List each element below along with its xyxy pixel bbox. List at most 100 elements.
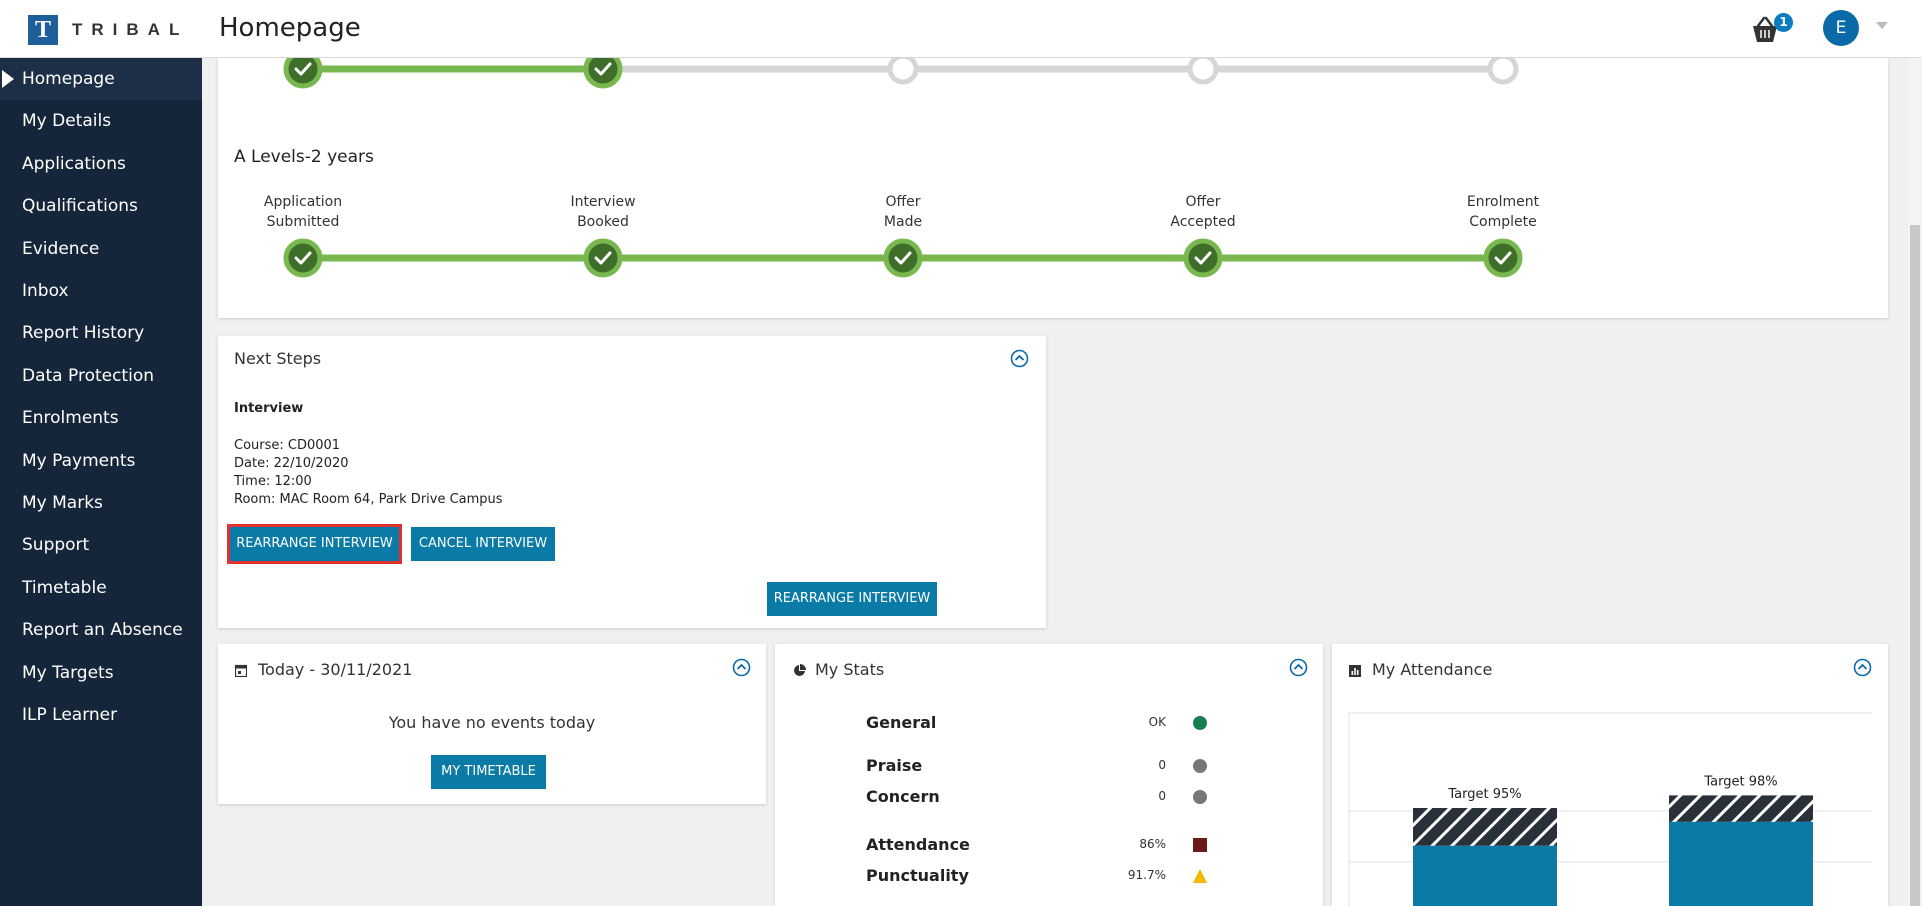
step-label-line2: Booked (577, 214, 629, 230)
scrollbar-thumb[interactable] (1910, 225, 1920, 906)
sidebar-item-label: Data Protection (22, 365, 154, 386)
sidebar-item-label: Enrolments (22, 408, 119, 429)
sidebar-item-label: My Targets (22, 662, 114, 683)
stat-label: General (866, 713, 937, 732)
sidebar-item-label: ILP Learner (22, 705, 118, 725)
step-label-line2: Submitted (266, 214, 340, 230)
basket-icon[interactable] (1749, 16, 1781, 44)
sidebar-item-evidence[interactable]: Evidence (0, 228, 202, 270)
step-label-line2: Made (883, 214, 923, 230)
status-circle-icon (1192, 789, 1208, 809)
status-square-icon (1192, 837, 1208, 857)
interview-heading: Interview (234, 401, 304, 416)
status-circle-icon (1192, 758, 1208, 778)
basket-count-badge: 1 (1774, 13, 1793, 32)
my-timetable-button[interactable]: MY TIMETABLE (431, 755, 546, 789)
sidebar-item-support[interactable]: Support (0, 524, 202, 566)
sidebar-item-my-marks[interactable]: My Marks (0, 482, 202, 524)
bar-target-label: Target 95% (1447, 787, 1521, 802)
sidebar-item-applications[interactable]: Applications (0, 143, 202, 185)
rearrange-interview-button[interactable]: REARRANGE INTERVIEW (227, 524, 402, 564)
sidebar-item-label: Evidence (22, 238, 100, 259)
sidebar-item-report-an-absence[interactable]: Report an Absence (0, 609, 202, 651)
user-avatar[interactable]: E (1823, 10, 1859, 46)
sidebar-item-label: Timetable (22, 577, 107, 598)
sidebar-item-inbox[interactable]: Inbox (0, 270, 202, 312)
sidebar-item-timetable[interactable]: Timetable (0, 567, 202, 609)
step-label-line1: Offer (885, 194, 921, 210)
step-complete-icon (1483, 238, 1523, 278)
target-gap-bar (1413, 808, 1557, 846)
tribal-logo[interactable]: T TRIBAL (28, 15, 188, 45)
stat-label: Attendance (866, 835, 970, 854)
warning-triangle-icon (1192, 868, 1208, 888)
logo-mark: T (28, 15, 58, 45)
step-complete-icon (1183, 238, 1223, 278)
next-steps-title: Next Steps (234, 349, 322, 368)
sidebar-item-my-payments[interactable]: My Payments (0, 440, 202, 482)
sidebar-item-qualifications[interactable]: Qualifications (0, 185, 202, 227)
top-step-node (283, 58, 323, 89)
page-title: Homepage (219, 13, 361, 43)
step-complete-icon (883, 238, 923, 278)
sidebar-item-label: My Payments (22, 450, 136, 471)
top-bar: T TRIBAL Homepage 1 E (0, 0, 1922, 58)
sidebar-item-label: Report History (22, 323, 145, 344)
step-complete-icon (583, 238, 623, 278)
target-gap-bar (1669, 795, 1813, 822)
logo-text: TRIBAL (72, 20, 189, 39)
top-step-node (1487, 58, 1519, 85)
step-label-line1: Enrolment (1466, 194, 1540, 210)
interview-date: Date: 22/10/2020 (234, 456, 349, 471)
step-label-line1: Offer (1185, 194, 1221, 210)
stat-value: 0 (1158, 758, 1166, 772)
sidebar-item-report-history[interactable]: Report History (0, 312, 202, 354)
top-step-node (887, 58, 919, 85)
sidebar-item-label: Support (22, 535, 90, 556)
sidebar-nav: Homepage My Details Applications Qualificat… (0, 58, 202, 906)
step-label: Enrolment Complete (1438, 192, 1568, 232)
sidebar-item-label: Applications (22, 153, 126, 174)
progress-tracks (283, 58, 1523, 278)
step-label-line2: Complete (1469, 214, 1537, 230)
step-complete-icon (283, 238, 323, 278)
stat-value: 86% (1139, 837, 1166, 851)
collapse-icon[interactable] (732, 658, 751, 677)
attendance-chart: Target 95% Target 98% (1348, 712, 1872, 906)
collapse-icon[interactable] (1010, 349, 1029, 368)
step-label-line2: Accepted (1170, 214, 1236, 230)
step-label: Offer Accepted (1138, 192, 1268, 232)
step-label: Offer Made (838, 192, 968, 232)
interview-room: Room: MAC Room 64, Park Drive Campus (234, 492, 503, 507)
step-label-line1: Interview (570, 194, 636, 210)
sidebar-item-ilp-learner[interactable]: ILP Learner (0, 694, 202, 736)
sidebar-item-my-targets[interactable]: My Targets (0, 652, 202, 694)
top-step-node (583, 58, 623, 89)
active-arrow-icon (2, 70, 14, 88)
stat-value: 0 (1158, 789, 1166, 803)
stat-label: Praise (866, 756, 923, 775)
sidebar-item-enrolments[interactable]: Enrolments (0, 397, 202, 439)
step-label: Interview Booked (538, 192, 668, 232)
attendance-title: My Attendance (1372, 660, 1493, 679)
sidebar-item-my-details[interactable]: My Details (0, 100, 202, 142)
stats-title: My Stats (815, 660, 885, 679)
sidebar-item-data-protection[interactable]: Data Protection (0, 355, 202, 397)
sidebar-item-homepage[interactable]: Homepage (0, 58, 202, 100)
sidebar-item-label: My Marks (22, 493, 103, 513)
chevron-down-icon[interactable] (1876, 22, 1888, 29)
today-title: Today - 30/11/2021 (258, 660, 413, 679)
status-circle-icon (1192, 715, 1208, 735)
bar-chart-icon (1349, 662, 1361, 677)
rearrange-interview-button-2[interactable]: REARRANGE INTERVIEW (767, 582, 937, 616)
collapse-icon[interactable] (1853, 658, 1872, 677)
next-steps-card (218, 336, 1046, 628)
no-events-message: You have no events today (388, 713, 596, 732)
sidebar-item-label: Inbox (22, 281, 69, 301)
step-label-line1: Application (263, 194, 343, 210)
interview-course: Course: CD0001 (234, 438, 341, 453)
collapse-icon[interactable] (1289, 658, 1308, 677)
sidebar-item-label: My Details (22, 111, 112, 132)
stat-value: 91.7% (1127, 868, 1166, 882)
cancel-interview-button[interactable]: CANCEL INTERVIEW (411, 527, 555, 561)
